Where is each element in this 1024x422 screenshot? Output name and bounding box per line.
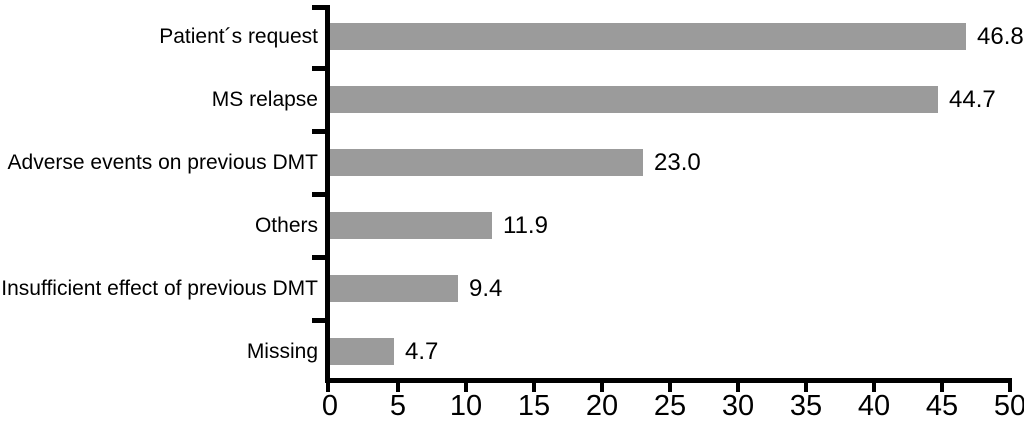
category-label: Adverse events on previous DMT xyxy=(7,150,318,174)
category-label: MS relapse xyxy=(211,87,318,111)
bar xyxy=(330,86,938,113)
category-label: Insufficient effect of previous DMT xyxy=(1,276,318,300)
y-axis-tick xyxy=(312,192,325,197)
value-label: 23.0 xyxy=(654,148,701,176)
x-axis-tick xyxy=(600,383,604,392)
x-axis-tick xyxy=(464,383,468,392)
x-axis-tick xyxy=(668,383,672,392)
y-axis-tick xyxy=(312,318,325,323)
bar xyxy=(330,275,458,302)
x-axis-tick-label: 35 xyxy=(789,390,823,422)
x-axis-tick xyxy=(736,383,740,392)
x-axis-tick-label: 0 xyxy=(321,390,339,422)
x-axis-tick-label: 45 xyxy=(925,390,959,422)
x-axis-tick xyxy=(532,383,536,392)
y-axis-tick xyxy=(312,5,325,10)
category-label: Missing xyxy=(246,339,318,363)
x-axis-tick-label: 15 xyxy=(517,390,551,422)
x-axis-tick-label: 25 xyxy=(653,390,687,422)
y-axis-tick xyxy=(312,66,325,71)
category-label: Others xyxy=(254,213,318,237)
y-axis-tick xyxy=(312,129,325,134)
x-axis-tick xyxy=(326,383,330,392)
value-label: 9.4 xyxy=(469,274,503,302)
x-axis-tick-label: 20 xyxy=(585,390,619,422)
value-label: 46.8 xyxy=(977,22,1024,50)
y-axis-line xyxy=(325,5,330,378)
value-label: 44.7 xyxy=(949,85,996,113)
value-label: 4.7 xyxy=(405,337,439,365)
bar xyxy=(330,149,643,176)
x-axis-tick xyxy=(396,383,400,392)
x-axis-tick xyxy=(940,383,944,392)
x-axis-tick-label: 30 xyxy=(721,390,755,422)
value-label: 11.9 xyxy=(503,211,548,239)
category-label: Patient´s request xyxy=(159,24,318,48)
bar xyxy=(330,212,492,239)
x-axis-tick-label: 5 xyxy=(389,390,407,422)
x-axis-tick-label: 50 xyxy=(993,390,1024,422)
x-axis-tick xyxy=(804,383,808,392)
y-axis-tick xyxy=(312,255,325,260)
x-axis-tick-label: 10 xyxy=(449,390,483,422)
x-axis-tick xyxy=(1008,383,1012,392)
x-axis-tick xyxy=(872,383,876,392)
bar xyxy=(330,338,394,365)
x-axis-tick-label: 40 xyxy=(857,390,891,422)
bar xyxy=(330,23,966,50)
x-axis-line xyxy=(325,378,1012,383)
